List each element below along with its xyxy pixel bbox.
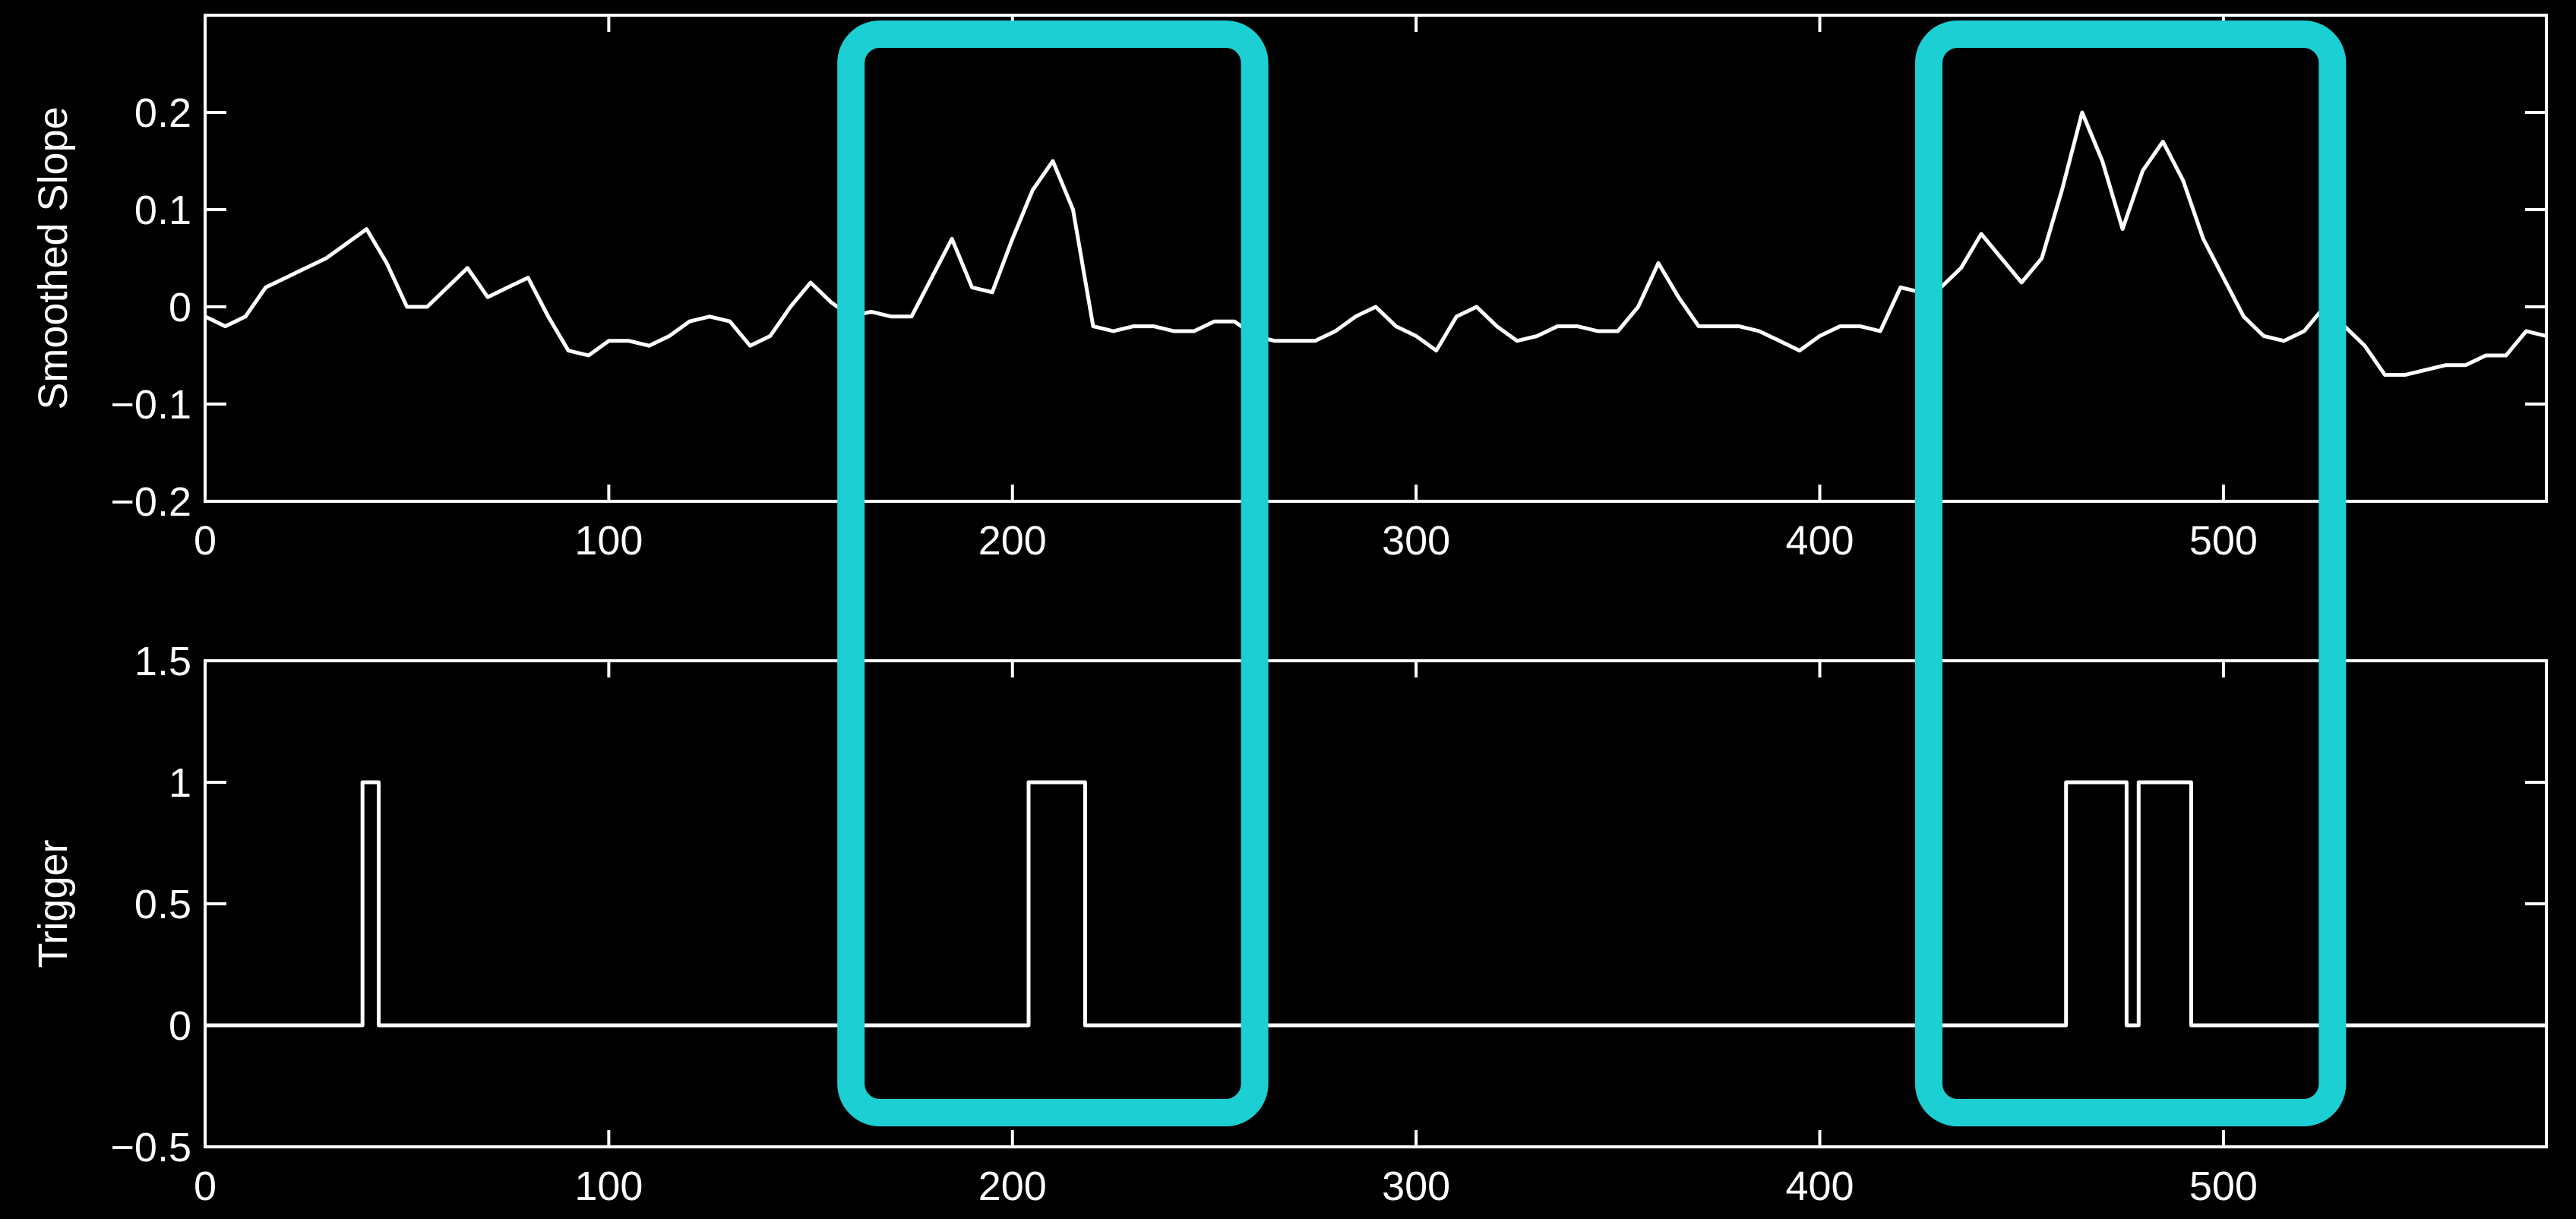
slope-y-tick-label: −0.1	[110, 382, 191, 428]
right-highlight-box	[1914, 21, 2347, 1126]
trigger-y-tick-label: −0.5	[110, 1125, 191, 1170]
trigger-series-line	[205, 780, 2546, 1028]
slope-y-tick-label: 0	[169, 285, 191, 330]
slope-x-tick-label: 500	[2189, 518, 2258, 564]
trigger-x-tick-label: 100	[574, 1164, 643, 1209]
trigger-y-tick-label: 1.5	[134, 639, 191, 684]
trigger-y-tick-label: 1	[169, 760, 191, 806]
slope-y-tick-label: −0.2	[110, 479, 191, 525]
highlight-layer	[837, 21, 2347, 1126]
left-highlight-box	[837, 21, 1269, 1126]
slope-y-tick-label: 0.1	[134, 188, 191, 233]
slope-series-line	[204, 110, 2547, 377]
slope-x-tick-label: 100	[574, 518, 643, 564]
trigger-y-tick-label: 0.5	[134, 882, 191, 927]
slope-x-tick-label: 400	[1785, 518, 1854, 564]
slope-x-tick-label: 200	[978, 518, 1047, 564]
slope-y-axis-label: Smoothed Slope	[30, 106, 76, 409]
trigger-plot-frame	[204, 659, 2548, 1148]
trigger-x-tick-label: 0	[194, 1164, 217, 1209]
slope-x-tick-label: 300	[1382, 518, 1450, 564]
trigger-y-tick-label: 0	[169, 1003, 191, 1049]
slope-x-tick-label: 0	[194, 518, 217, 564]
slope-y-tick-label: 0.2	[134, 90, 191, 136]
smoothed-slope-panel: 0 100 200 300 400 500 −0.2 −0.1 0 0.1 0.2 Smoothed …	[30, 14, 2548, 564]
trigger-y-axis-label: Trigger	[30, 839, 76, 968]
slope-plot-frame	[204, 14, 2548, 503]
trigger-x-tick-label: 500	[2189, 1164, 2258, 1209]
trigger-x-tick-label: 300	[1382, 1164, 1450, 1209]
trigger-x-tick-label: 400	[1785, 1164, 1854, 1209]
trigger-x-tick-label: 200	[978, 1164, 1047, 1209]
